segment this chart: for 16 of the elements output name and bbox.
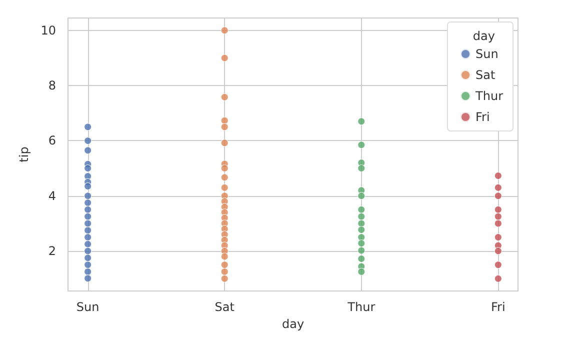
y-tick-label: 6: [48, 134, 56, 148]
y-tick-label: 8: [48, 78, 56, 93]
legend-label: Thur: [474, 89, 504, 103]
y-tick-label: 2: [48, 244, 56, 258]
legend-title: day: [472, 29, 496, 43]
x-tick-label: Sun: [76, 300, 100, 314]
x-tick-label: Fri: [491, 300, 506, 314]
y-tick-label: 10: [40, 23, 56, 38]
y-tick-label: 4: [48, 188, 56, 203]
y-axis-title: tip: [16, 146, 31, 162]
x-axis-title: day: [282, 316, 304, 331]
legend-label: Sun: [476, 47, 498, 61]
legend-label: Sat: [476, 68, 496, 82]
x-tick-label: Thur: [346, 300, 376, 314]
x-tick-label: Sat: [214, 300, 235, 314]
legend-label: Fri: [476, 110, 490, 124]
